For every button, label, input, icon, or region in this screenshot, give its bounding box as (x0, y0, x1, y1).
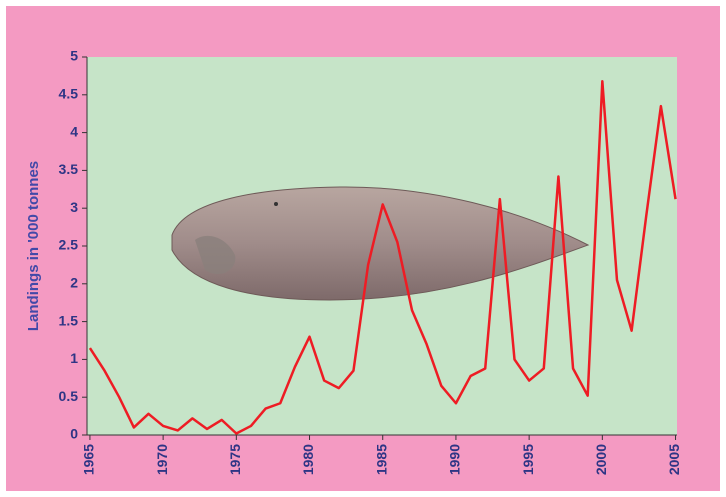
fish-image (171, 186, 590, 301)
x-tick-label: 1990 (447, 444, 463, 475)
data-line (88, 79, 677, 435)
y-tick-label: 1.5 (59, 312, 79, 328)
x-tick-label: 1980 (300, 444, 316, 475)
y-tick-label: 5 (70, 48, 78, 64)
y-tick-label: 2 (70, 275, 78, 291)
y-tick-label: 2.5 (59, 237, 79, 253)
y-tick-label: 4.5 (59, 86, 79, 102)
x-tick-label: 1985 (373, 444, 389, 475)
x-tick-label: 1970 (154, 444, 170, 475)
y-tick-label: 0.5 (59, 388, 79, 404)
x-tick-label: 1965 (81, 444, 97, 475)
x-tick-label: 1975 (227, 444, 243, 475)
y-tick-label: 4 (70, 123, 78, 139)
y-tick-label: 0 (70, 426, 78, 442)
y-tick-label: 3 (70, 199, 78, 215)
y-axis-label: Landings in '000 tonnes (25, 161, 42, 331)
y-tick-label: 1 (70, 350, 78, 366)
x-tick-label: 1995 (520, 444, 536, 475)
x-tick-label: 2000 (593, 444, 609, 475)
x-tick-label: 2005 (666, 444, 682, 475)
y-tick-label: 3.5 (59, 161, 79, 177)
